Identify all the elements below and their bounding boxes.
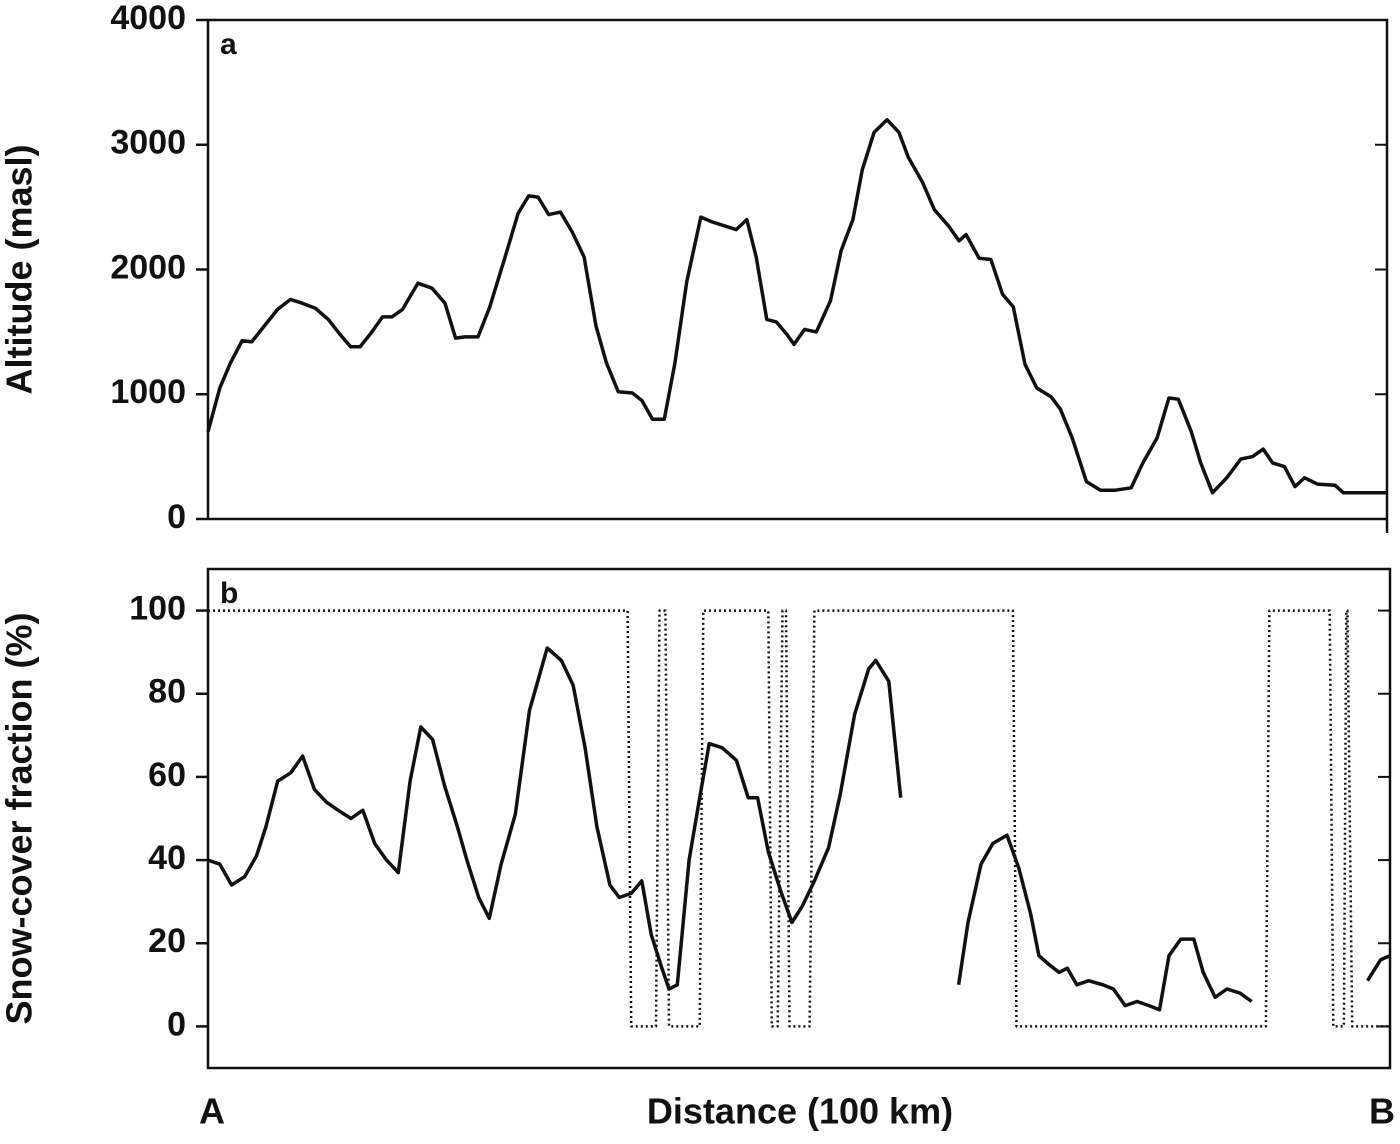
x-end-label: B (1369, 1091, 1395, 1132)
x-start-label: A (199, 1091, 225, 1132)
data-line (206, 118, 1387, 495)
y-tick-label: 100 (129, 590, 186, 628)
y-tick-label: 4000 (110, 0, 186, 37)
plot-frame (206, 567, 1392, 1070)
panel-label: a (220, 28, 237, 61)
data-line (207, 646, 903, 991)
y-axis-title: Altitude (masl) (0, 144, 40, 394)
dotted-line (208, 609, 1390, 1028)
data-line (956, 833, 1253, 1012)
y-tick-label: 0 (167, 1005, 186, 1043)
y-tick-label: 80 (148, 673, 186, 711)
y-tick-label: 40 (148, 839, 186, 877)
x-axis-title: Distance (100 km) (647, 1091, 953, 1132)
y-tick-label: 2000 (110, 248, 186, 286)
y-tick-label: 0 (167, 498, 186, 536)
y-axis-title: Snow-cover fraction (%) (0, 612, 40, 1024)
plot-frame (206, 18, 1389, 533)
data-line (1366, 954, 1391, 982)
y-tick-label: 60 (148, 756, 186, 794)
panel-label: b (220, 577, 238, 610)
y-tick-label: 3000 (110, 124, 186, 162)
y-tick-label: 20 (148, 922, 186, 960)
y-tick-label: 1000 (110, 373, 186, 411)
